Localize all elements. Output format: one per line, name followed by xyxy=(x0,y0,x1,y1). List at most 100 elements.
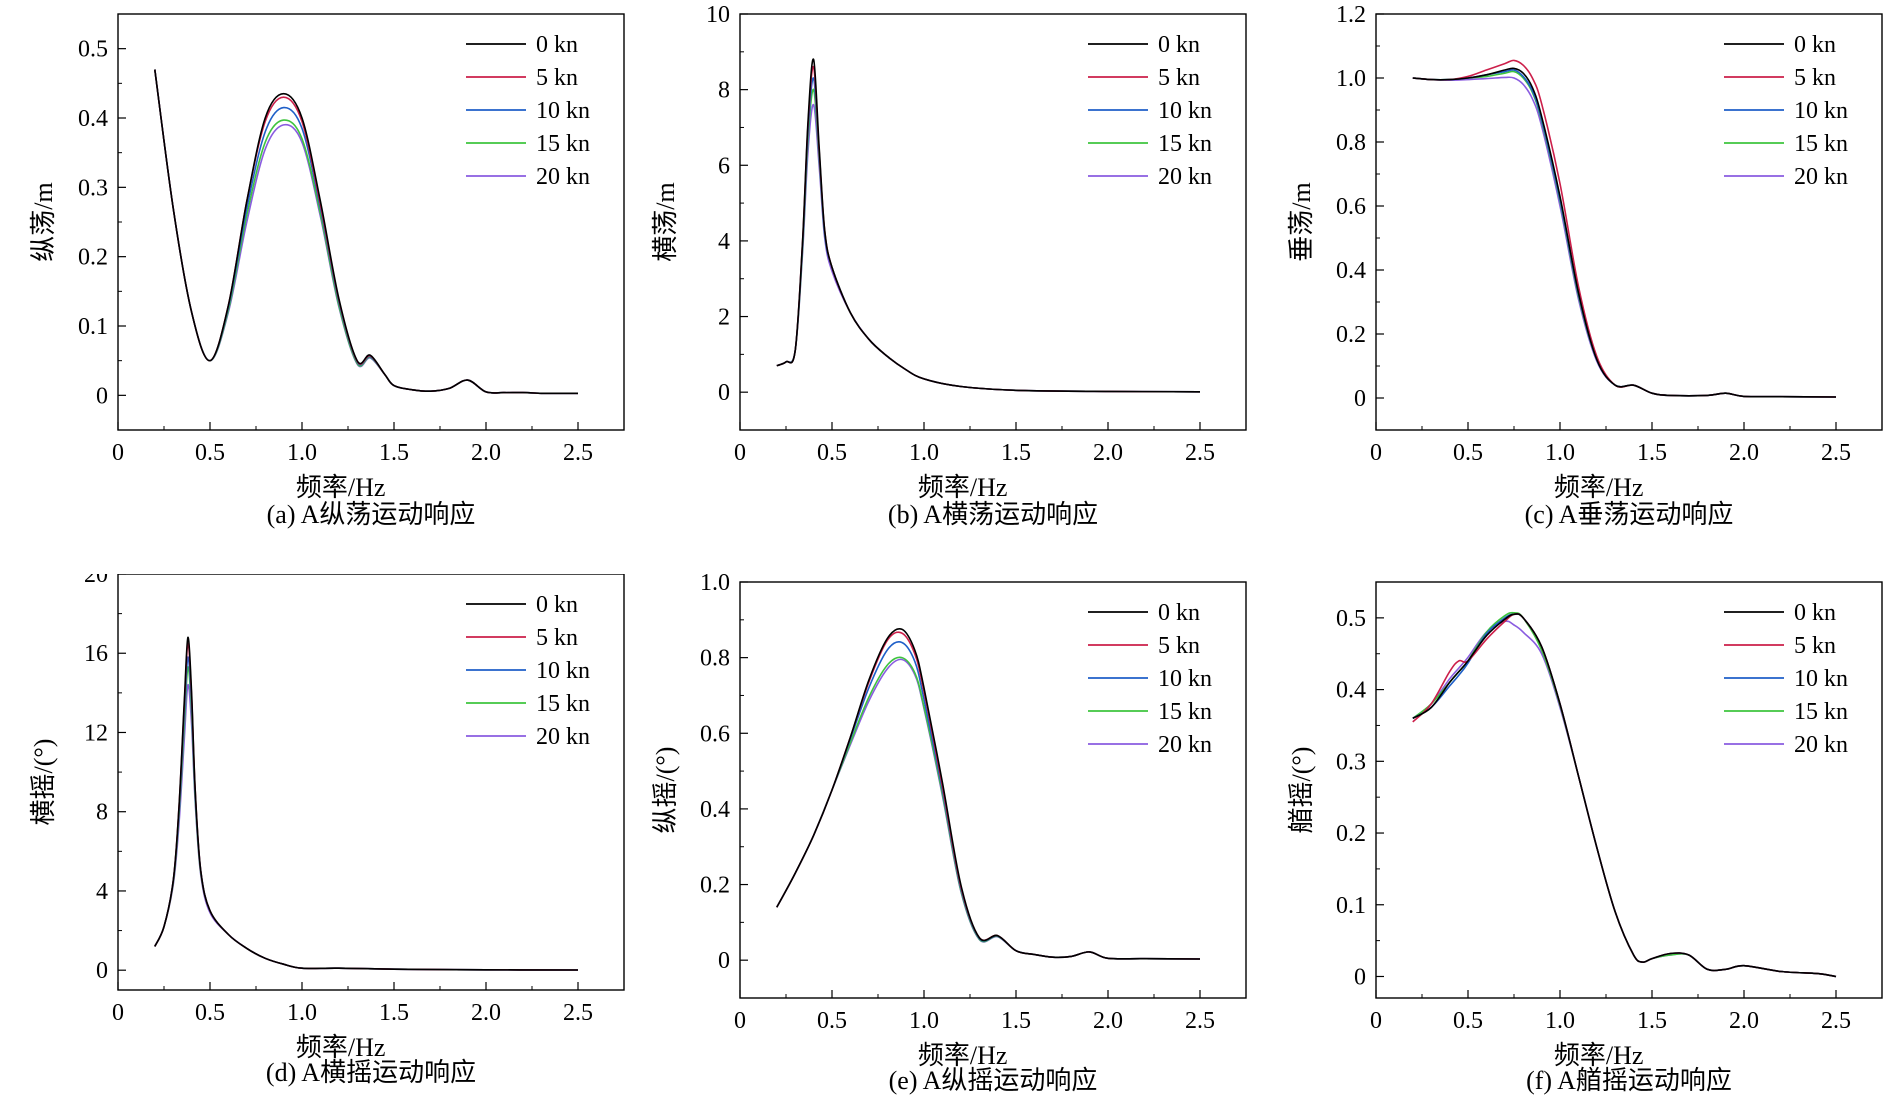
x-tick-label: 2.5 xyxy=(1821,1008,1851,1034)
chart-svg-f: 0 0.5 1.0 1.5 2.0 2.5 0 0.1 0.2 0.3 0.4 0.5 频率/Hz 艏摇/… xyxy=(1287,581,1883,1070)
x-tick-label: 0.5 xyxy=(817,1008,847,1034)
x-tick-label: 2.0 xyxy=(1093,440,1123,466)
series-line-0kn xyxy=(1412,67,1837,398)
x-tick-label: 0.5 xyxy=(1453,440,1483,466)
x-tick-label: 0 xyxy=(1370,1008,1382,1034)
x-axis-label: 频率/Hz xyxy=(918,1041,1008,1070)
x-tick-label: 2.5 xyxy=(563,440,593,466)
y-tick-label: 0 xyxy=(96,958,108,984)
series-line-5kn xyxy=(776,65,1201,393)
series-line-20kn xyxy=(1412,620,1837,978)
panel-e: 0 0.5 1.0 1.5 2.0 2.5 0 0.2 0.4 0.6 0.8 1.0 频率/Hz 纵摇/… xyxy=(622,570,1262,1074)
series-line-20kn xyxy=(776,658,1201,960)
y-tick-label: 0.1 xyxy=(78,314,108,340)
x-axis-label: 频率/Hz xyxy=(1554,473,1644,500)
y-tick-label: 0.2 xyxy=(700,873,730,899)
series-line-15kn xyxy=(776,88,1201,393)
x-tick-label: 0.5 xyxy=(817,440,847,466)
plot-frame xyxy=(1375,581,1883,999)
y-axis-label: 纵摇/(°) xyxy=(651,747,680,834)
legend-label: 0 kn xyxy=(536,32,578,58)
legend-label: 20 kn xyxy=(536,724,590,750)
y-axis-label: 垂荡/m xyxy=(1287,182,1316,261)
y-tick-label: 0.2 xyxy=(1336,322,1366,348)
series-line-0kn xyxy=(154,69,578,395)
series-line-20kn xyxy=(776,103,1201,393)
y-axis-label: 横摇/(°) xyxy=(29,739,58,826)
x-tick-label: 1.0 xyxy=(1545,1008,1575,1034)
x-tick-label: 1.0 xyxy=(1545,440,1575,466)
x-tick-label: 1.5 xyxy=(1001,1008,1031,1034)
chart-svg-e: 0 0.5 1.0 1.5 2.0 2.5 0 0.2 0.4 0.6 0.8 1.0 频率/Hz 纵摇/… xyxy=(651,570,1247,1070)
y-tick-label: 0.6 xyxy=(1336,194,1366,220)
y-tick-label: 0 xyxy=(96,383,108,409)
y-tick-label: 0.2 xyxy=(78,245,108,271)
y-tick-label: 0 xyxy=(1354,386,1366,412)
series-line-15kn xyxy=(776,656,1201,960)
y-tick-label: 20 xyxy=(84,574,108,588)
x-tick-label: 1.5 xyxy=(1637,1008,1667,1034)
legend-label: 10 kn xyxy=(1794,666,1848,692)
x-tick-label: 2.5 xyxy=(1821,440,1851,466)
y-tick-label: 0.4 xyxy=(1336,678,1366,704)
x-tick-label: 1.5 xyxy=(1001,440,1031,466)
y-tick-label: 16 xyxy=(84,641,108,667)
chart-svg-b: 0 0.5 1.0 1.5 2.0 2.5 0 2 4 6 8 10 频率/Hz 横荡/m 0 kn 5 kn… xyxy=(651,2,1247,502)
legend-label: 5 kn xyxy=(1794,65,1836,91)
y-tick-label: 0.1 xyxy=(1336,893,1366,919)
x-tick-label: 1.5 xyxy=(1637,440,1667,466)
y-tick-label: 0.4 xyxy=(1336,258,1366,284)
x-tick-label: 2.0 xyxy=(1729,1008,1759,1034)
series-line-0kn xyxy=(154,636,579,971)
chart-svg-c: 0 0.5 1.0 1.5 2.0 2.5 0 0.2 0.4 0.6 0.8 1.0 1.2 频率/Hz… xyxy=(1287,2,1883,502)
panel-c: 0 0.5 1.0 1.5 2.0 2.5 0 0.2 0.4 0.6 0.8 1.0 1.2 频率/Hz… xyxy=(1244,0,1884,502)
x-tick-label: 1.5 xyxy=(379,440,409,466)
legend-label: 15 kn xyxy=(1158,131,1212,157)
y-tick-label: 8 xyxy=(96,800,108,826)
plot-frame xyxy=(739,581,1247,999)
legend-label: 15 kn xyxy=(1158,699,1212,725)
panel-f: 0 0.5 1.0 1.5 2.0 2.5 0 0.1 0.2 0.3 0.4 0.5 频率/Hz 艏摇/… xyxy=(1244,574,1884,1074)
chart-caption-e: (e) A纵摇运动响应 xyxy=(888,1066,1098,1095)
x-tick-label: 1.0 xyxy=(287,440,317,466)
legend-label: 10 kn xyxy=(1158,98,1212,124)
series-line-10kn xyxy=(776,77,1201,393)
x-tick-label: 1.0 xyxy=(287,1000,317,1026)
y-tick-label: 4 xyxy=(96,879,108,905)
y-tick-label: 0.8 xyxy=(700,646,730,672)
series-line-20kn xyxy=(1412,76,1837,398)
y-tick-label: 10 xyxy=(706,2,730,28)
x-tick-label: 2.0 xyxy=(1729,440,1759,466)
legend-label: 15 kn xyxy=(1794,699,1848,725)
series-line-15kn xyxy=(1412,70,1837,398)
x-tick-label: 0.5 xyxy=(1453,1008,1483,1034)
legend-label: 10 kn xyxy=(536,98,590,124)
x-tick-label: 1.5 xyxy=(379,1000,409,1026)
y-tick-label: 6 xyxy=(718,153,730,179)
series-line-5kn xyxy=(1412,612,1837,978)
x-tick-label: 2.5 xyxy=(1185,1008,1215,1034)
chart-svg-d: 0 0.5 1.0 1.5 2.0 2.5 0 4 8 12 16 20 频率/Hz 横摇/(°) 0 kn… xyxy=(29,562,625,1062)
legend-label: 0 kn xyxy=(1794,32,1836,58)
chart-svg-a: 0 0.5 1.0 1.5 2.0 2.5 0 0.1 0.2 0.3 0.4 0.5 频率/Hz 纵荡/… xyxy=(29,13,625,502)
legend-label: 5 kn xyxy=(536,625,578,651)
series-line-5kn xyxy=(776,631,1201,960)
y-tick-label: 0 xyxy=(718,380,730,406)
y-tick-label: 0.5 xyxy=(1336,606,1366,632)
y-tick-label: 1.2 xyxy=(1336,2,1366,28)
x-tick-label: 0.5 xyxy=(195,440,225,466)
x-axis-label: 频率/Hz xyxy=(296,1033,386,1062)
y-tick-label: 0.4 xyxy=(700,797,730,823)
y-tick-label: 2 xyxy=(718,305,730,331)
x-tick-label: 2.0 xyxy=(471,440,501,466)
y-tick-label: 0 xyxy=(718,948,730,974)
series-line-10kn xyxy=(1412,69,1837,398)
legend-label: 15 kn xyxy=(536,131,590,157)
legend-label: 5 kn xyxy=(536,65,578,91)
x-tick-label: 0 xyxy=(112,1000,124,1026)
y-tick-label: 0.3 xyxy=(1336,749,1366,775)
y-tick-label: 0.8 xyxy=(1336,130,1366,156)
panel-d: 0 0.5 1.0 1.5 2.0 2.5 0 4 8 12 16 20 频率/Hz 横摇/(°) 0 kn… xyxy=(0,562,640,1074)
x-tick-label: 2.0 xyxy=(471,1000,501,1026)
chart-caption-a: (a) A纵荡运动响应 xyxy=(266,500,476,529)
